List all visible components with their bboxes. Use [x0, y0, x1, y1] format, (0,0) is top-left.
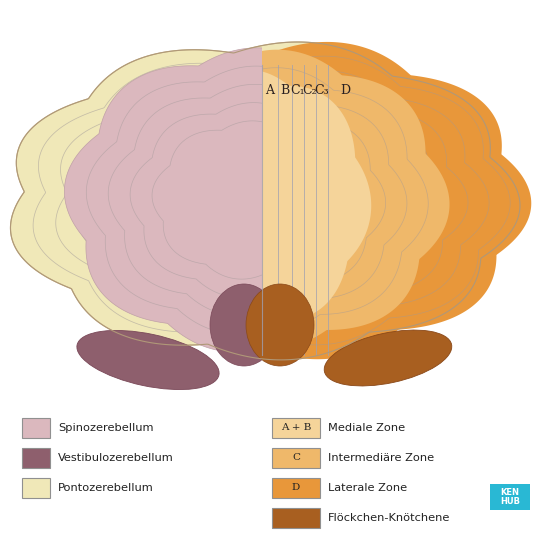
Ellipse shape [210, 284, 278, 366]
Text: A + B: A + B [281, 424, 311, 432]
Ellipse shape [324, 330, 452, 386]
Text: D: D [292, 483, 300, 492]
FancyBboxPatch shape [490, 484, 530, 510]
FancyBboxPatch shape [272, 478, 320, 498]
Polygon shape [146, 70, 372, 328]
Text: D: D [340, 84, 350, 96]
FancyBboxPatch shape [22, 448, 50, 468]
Ellipse shape [77, 330, 219, 390]
Text: A: A [265, 84, 274, 96]
Text: B: B [280, 84, 289, 96]
FancyBboxPatch shape [22, 478, 50, 498]
Polygon shape [70, 42, 531, 359]
FancyBboxPatch shape [272, 448, 320, 468]
Polygon shape [11, 42, 520, 360]
Polygon shape [64, 48, 430, 352]
Text: Mediale Zone: Mediale Zone [328, 423, 405, 433]
Text: C: C [292, 454, 300, 463]
Text: C₁: C₁ [290, 84, 305, 96]
Text: Intermediäre Zone: Intermediäre Zone [328, 453, 434, 463]
Polygon shape [94, 50, 449, 350]
FancyBboxPatch shape [272, 508, 320, 528]
Text: C₂: C₂ [303, 84, 317, 96]
Text: Pontozerebellum: Pontozerebellum [58, 483, 154, 493]
Text: KEN
HUB: KEN HUB [500, 488, 520, 506]
FancyBboxPatch shape [272, 418, 320, 438]
Text: C₃: C₃ [314, 84, 329, 96]
Ellipse shape [246, 284, 314, 366]
Text: Laterale Zone: Laterale Zone [328, 483, 407, 493]
Text: Spinozerebellum: Spinozerebellum [58, 423, 154, 433]
Text: Flöckchen-Knötchene: Flöckchen-Knötchene [328, 513, 450, 523]
FancyBboxPatch shape [22, 418, 50, 438]
Polygon shape [146, 70, 372, 328]
Text: Vestibulozerebellum: Vestibulozerebellum [58, 453, 174, 463]
